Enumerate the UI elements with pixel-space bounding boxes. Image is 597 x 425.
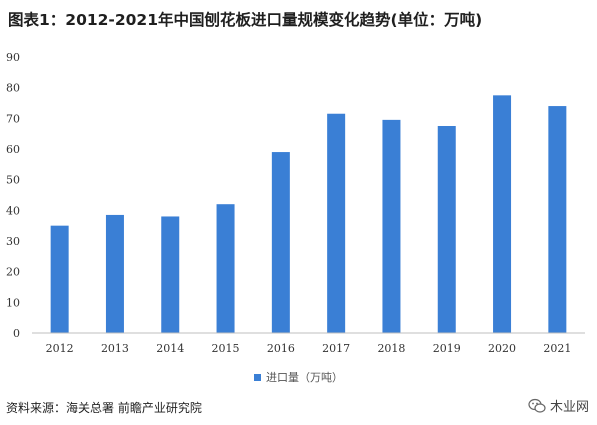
- legend-swatch: [254, 373, 261, 381]
- wechat-icon: [528, 398, 546, 413]
- legend-label: 进口量（万吨）: [266, 371, 343, 384]
- source-note: 资料来源：海关总署 前瞻产业研究院: [6, 401, 202, 415]
- x-tick-label: 2013: [101, 342, 129, 355]
- x-tick-label: 2021: [543, 342, 571, 355]
- legend: 进口量（万吨）: [254, 369, 343, 385]
- bar-2019: [437, 126, 456, 333]
- x-tick-label: 2019: [433, 342, 461, 355]
- y-tick-label: 60: [6, 143, 20, 156]
- bar-2016: [271, 152, 290, 333]
- bars-group: [50, 95, 567, 333]
- y-axis: 0 10 20 30 40 50 60 70 80 90: [6, 51, 20, 340]
- x-tick-label: 2016: [267, 342, 295, 355]
- bar-2021: [548, 106, 567, 333]
- x-tick-label: 2012: [46, 342, 74, 355]
- x-tick-label: 2020: [488, 342, 516, 355]
- y-tick-label: 90: [6, 51, 20, 64]
- y-tick-label: 50: [6, 174, 20, 187]
- y-tick-label: 70: [6, 112, 20, 125]
- y-tick-label: 10: [6, 296, 20, 309]
- y-tick-label: 20: [6, 266, 20, 279]
- bar-2012: [50, 225, 69, 333]
- x-tick-label: 2014: [156, 342, 184, 355]
- bar-2017: [327, 113, 346, 333]
- y-tick-label: 80: [6, 82, 20, 95]
- bar-2013: [105, 214, 124, 333]
- bar-2015: [216, 204, 235, 333]
- bar-2018: [382, 119, 401, 333]
- bar-2014: [161, 216, 180, 333]
- chart-title: 图表1：2012-2021年中国刨花板进口量规模变化趋势(单位：万吨): [8, 11, 483, 29]
- x-axis: 2012 2013 2014 2015 2016 2017 2018 2019 2020 2021: [32, 332, 585, 355]
- y-tick-label: 30: [6, 235, 20, 248]
- bar-2020: [493, 95, 512, 333]
- y-tick-label: 40: [6, 204, 20, 217]
- x-tick-label: 2018: [377, 342, 405, 355]
- watermark: 木业网: [528, 396, 589, 415]
- x-tick-label: 2017: [322, 342, 350, 355]
- watermark-text: 木业网: [549, 400, 589, 415]
- y-tick-label: 0: [13, 327, 20, 340]
- x-tick-label: 2015: [212, 342, 240, 355]
